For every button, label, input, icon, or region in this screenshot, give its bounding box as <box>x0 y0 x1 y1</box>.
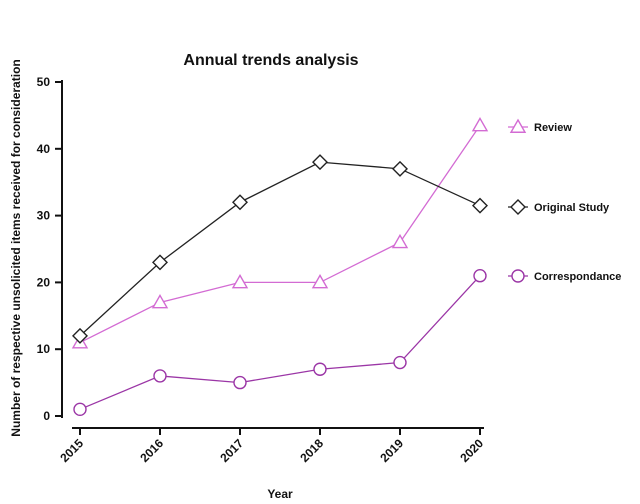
legend: Review Original Study Correspondance <box>508 118 621 283</box>
legend-marker <box>510 199 526 215</box>
data-point <box>231 273 249 289</box>
data-point <box>471 117 489 132</box>
data-point <box>151 294 169 309</box>
series-line <box>79 161 481 337</box>
data-point <box>473 269 487 283</box>
legend-item: Original Study <box>508 199 610 215</box>
y-tick-label: 10 <box>37 342 51 356</box>
series-layer <box>71 117 489 417</box>
x-tick-label: 2016 <box>137 436 166 465</box>
series-correspondance <box>73 269 487 417</box>
legend-label: Correspondance <box>534 271 621 283</box>
y-tick-label: 30 <box>37 209 51 223</box>
data-point <box>72 327 88 344</box>
data-point <box>392 160 408 177</box>
y-tick-label: 20 <box>37 275 51 289</box>
series-original-study <box>72 154 488 344</box>
data-point <box>391 233 409 249</box>
legend-item: Correspondance <box>508 269 621 283</box>
x-tick-label: 2018 <box>297 436 326 465</box>
x-tick-label: 2019 <box>377 436 406 465</box>
legend-item: Review <box>508 118 572 134</box>
data-point <box>233 375 247 390</box>
y-axis-label: Number of respective unsolicited items r… <box>9 59 23 436</box>
x-tick-label: 2015 <box>57 436 86 465</box>
y-tick-label: 0 <box>43 409 50 423</box>
x-ticks: 2015 2016 2017 2018 2019 2020 <box>57 428 486 465</box>
chart-title: Annual trends analysis <box>183 52 358 69</box>
x-tick-label: 2017 <box>217 436 246 465</box>
data-point <box>152 254 168 271</box>
x-tick-label: 2020 <box>457 436 486 465</box>
y-ticks: 0 10 20 30 40 50 <box>37 75 62 423</box>
legend-marker <box>511 269 525 283</box>
y-tick-label: 40 <box>37 142 51 156</box>
legend-marker <box>509 118 527 133</box>
data-point <box>393 355 407 370</box>
series-review <box>71 117 489 349</box>
data-point <box>232 194 248 211</box>
data-point <box>73 402 87 417</box>
data-point <box>153 369 167 383</box>
data-point <box>472 197 488 214</box>
legend-label: Review <box>534 122 572 134</box>
legend-label: Original Study <box>534 202 610 214</box>
series-line <box>79 275 481 410</box>
data-point <box>311 273 329 289</box>
data-point <box>313 362 327 376</box>
x-axis-label: Year <box>267 487 293 501</box>
data-point <box>312 154 328 171</box>
series-line <box>79 125 481 344</box>
y-tick-label: 50 <box>37 75 51 89</box>
